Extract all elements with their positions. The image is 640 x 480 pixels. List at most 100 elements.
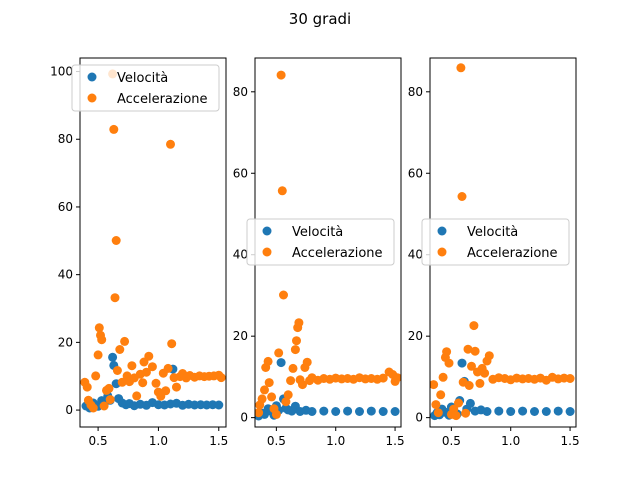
subplot-3: 0.5 1.0 1.5 0 20 40 60 80 Velocità Accelerazione bbox=[408, 57, 580, 448]
point-accelerazione-0 bbox=[255, 408, 264, 418]
point-accelerazione-42 bbox=[172, 382, 181, 392]
y-tick-label: 40 bbox=[408, 248, 423, 262]
point-velocita-17 bbox=[319, 406, 329, 416]
y-tick-label: 20 bbox=[233, 329, 248, 343]
y-tick-label: 20 bbox=[408, 329, 423, 343]
y-tick-label: 80 bbox=[58, 132, 73, 146]
series-accelerazione bbox=[430, 63, 575, 421]
point-accelerazione-16 bbox=[111, 236, 121, 245]
point-accelerazione-11 bbox=[276, 70, 286, 80]
point-velocita-10 bbox=[457, 358, 467, 368]
subplot-1: 0.5 1.0 1.5 0 20 40 60 80 100 Velocità Accelerazio… bbox=[50, 57, 228, 448]
point-velocita-8 bbox=[276, 358, 286, 368]
scatter-points bbox=[80, 69, 226, 413]
x-tick-label: 0.5 bbox=[267, 434, 286, 448]
point-accelerazione-16 bbox=[463, 344, 473, 354]
point-accelerazione-30 bbox=[141, 367, 151, 377]
point-accelerazione-6 bbox=[264, 378, 274, 388]
y-tick-label: 0 bbox=[65, 403, 73, 417]
point-accelerazione-21 bbox=[294, 318, 304, 328]
scatter-points bbox=[255, 70, 401, 421]
point-velocita-21 bbox=[541, 407, 551, 416]
x-tick-label: 1.5 bbox=[209, 434, 228, 448]
legend-box bbox=[421, 218, 570, 266]
point-accelerazione-2 bbox=[257, 394, 267, 404]
figure-title: 30 gradi bbox=[289, 10, 351, 28]
legend-label-accelerazione: Accelerazione bbox=[292, 246, 383, 261]
point-velocita-16 bbox=[482, 407, 492, 416]
y-tick-label: 0 bbox=[240, 411, 248, 425]
legend-label-velocita: Velocità bbox=[117, 71, 168, 86]
legend-label-velocita: Velocità bbox=[467, 225, 518, 240]
x-tick-label: 1.5 bbox=[386, 434, 405, 448]
point-velocita-18 bbox=[331, 407, 341, 416]
subplots: 0.5 1.0 1.5 0 20 40 60 80 100 Velocità Accelerazio… bbox=[50, 57, 580, 448]
point-velocita-20 bbox=[530, 407, 539, 416]
series-accelerazione bbox=[80, 69, 226, 413]
point-accelerazione-12 bbox=[277, 186, 287, 196]
point-accelerazione-10 bbox=[274, 348, 284, 358]
legend-marker-velocita bbox=[262, 226, 272, 236]
point-accelerazione-33 bbox=[151, 378, 161, 388]
x-tick-label: 0.5 bbox=[442, 434, 461, 448]
x-tick-label: 1.0 bbox=[501, 434, 520, 448]
point-accelerazione-4 bbox=[438, 372, 448, 382]
point-velocita-22 bbox=[553, 406, 563, 416]
legend: Velocità Accelerazione bbox=[71, 64, 220, 112]
point-accelerazione-40 bbox=[167, 339, 177, 349]
point-accelerazione-31 bbox=[144, 351, 154, 361]
y-tick-label: 40 bbox=[233, 248, 248, 262]
y-tick-label: 60 bbox=[58, 200, 73, 214]
point-accelerazione-26 bbox=[484, 351, 494, 361]
point-velocita-21 bbox=[366, 406, 376, 416]
point-velocita-23 bbox=[390, 407, 400, 416]
point-accelerazione-10 bbox=[451, 411, 461, 421]
point-accelerazione-11 bbox=[454, 398, 463, 408]
point-accelerazione-20 bbox=[117, 377, 127, 387]
point-accelerazione-14 bbox=[281, 397, 291, 407]
point-accelerazione-12 bbox=[456, 63, 466, 73]
point-velocita-22 bbox=[378, 407, 388, 416]
point-accelerazione-13 bbox=[105, 395, 115, 405]
point-accelerazione-12 bbox=[104, 383, 114, 393]
point-accelerazione-20 bbox=[470, 346, 480, 356]
point-velocita-8 bbox=[108, 352, 118, 362]
point-accelerazione-22 bbox=[475, 378, 485, 388]
point-accelerazione-40 bbox=[565, 374, 575, 383]
point-accelerazione-10 bbox=[99, 401, 109, 411]
point-accelerazione-19 bbox=[292, 336, 301, 346]
x-tick-label: 1.0 bbox=[149, 434, 168, 448]
scatter-points bbox=[430, 63, 575, 421]
legend-marker-accelerazione bbox=[87, 93, 97, 103]
legend-label-accelerazione: Accelerazione bbox=[117, 92, 208, 107]
point-accelerazione-3 bbox=[260, 385, 269, 395]
legend-label-velocita: Velocità bbox=[292, 225, 343, 240]
point-accelerazione-5 bbox=[263, 356, 273, 366]
point-velocita-19 bbox=[518, 406, 528, 416]
point-accelerazione-37 bbox=[161, 386, 171, 396]
point-accelerazione-6 bbox=[93, 350, 103, 360]
point-accelerazione-17 bbox=[288, 363, 298, 373]
point-accelerazione-6 bbox=[442, 347, 452, 357]
point-accelerazione-15 bbox=[283, 390, 293, 400]
point-velocita-23 bbox=[565, 407, 575, 416]
point-velocita-17 bbox=[494, 406, 504, 416]
point-accelerazione-4 bbox=[88, 403, 98, 413]
legend-box bbox=[246, 218, 395, 266]
point-accelerazione-1 bbox=[82, 382, 92, 392]
point-accelerazione-15 bbox=[461, 408, 471, 418]
point-velocita-16 bbox=[307, 407, 317, 416]
y-tick-label: 100 bbox=[50, 65, 73, 79]
y-tick-label: 60 bbox=[408, 166, 423, 180]
point-accelerazione-9 bbox=[97, 335, 107, 345]
point-velocita-18 bbox=[506, 407, 516, 416]
point-accelerazione-0 bbox=[430, 380, 439, 390]
legend-label-accelerazione: Accelerazione bbox=[467, 246, 558, 261]
point-accelerazione-26 bbox=[132, 391, 142, 401]
x-tick-label: 1.5 bbox=[561, 434, 580, 448]
legend-marker-accelerazione bbox=[262, 247, 272, 257]
y-tick-label: 60 bbox=[233, 166, 248, 180]
point-accelerazione-7 bbox=[94, 323, 104, 333]
point-accelerazione-23 bbox=[298, 380, 307, 390]
legend-marker-velocita bbox=[437, 226, 447, 236]
